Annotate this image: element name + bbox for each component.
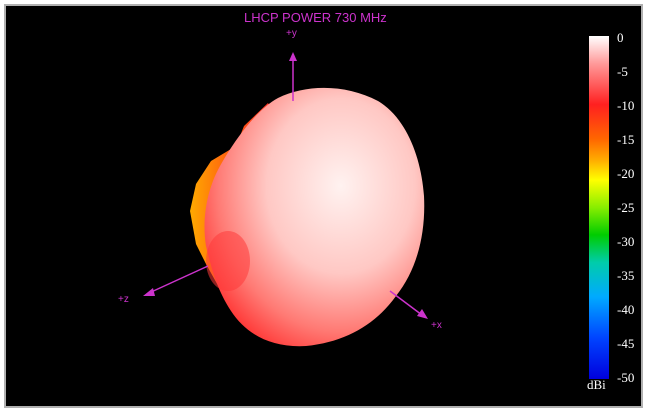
colorbar-tick-0: 0: [617, 30, 624, 45]
colorbar-tick-m20: -20: [617, 166, 635, 181]
y-axis-arrow: [289, 52, 297, 61]
colorbar: [589, 36, 609, 379]
chart-title: LHCP POWER 730 MHz: [244, 10, 387, 25]
z-axis-arrow: [143, 288, 155, 296]
colorbar-tick-m40: -40: [617, 302, 635, 317]
y-axis-label: +y: [286, 28, 297, 39]
x-axis-line: [389, 290, 423, 316]
colorbar-tick-m30: -30: [617, 234, 635, 249]
colorbar-tick-m35: -35: [617, 268, 635, 283]
colorbar-tick-m45: -45: [617, 336, 635, 351]
z-axis-line: [148, 265, 209, 294]
plot-frame: LHCP POWER 730 MHz +y +z +x 0 -5 -10 -15…: [4, 4, 643, 408]
colorbar-tick-m10: -10: [617, 98, 635, 113]
colorbar-tick-m25: -25: [617, 200, 635, 215]
z-axis-label: +z: [118, 294, 129, 305]
colorbar-tick-m50: -50: [617, 370, 635, 385]
colorbar-tick-m5: -5: [617, 64, 628, 79]
radiation-pattern-plot: [143, 52, 428, 347]
colorbar-unit: dBi: [587, 377, 606, 392]
x-axis-arrow: [417, 309, 428, 319]
pattern-shadow: [206, 231, 250, 291]
pattern-surface: [204, 87, 425, 347]
colorbar-tick-m15: -15: [617, 132, 635, 147]
x-axis-label: +x: [431, 320, 442, 331]
